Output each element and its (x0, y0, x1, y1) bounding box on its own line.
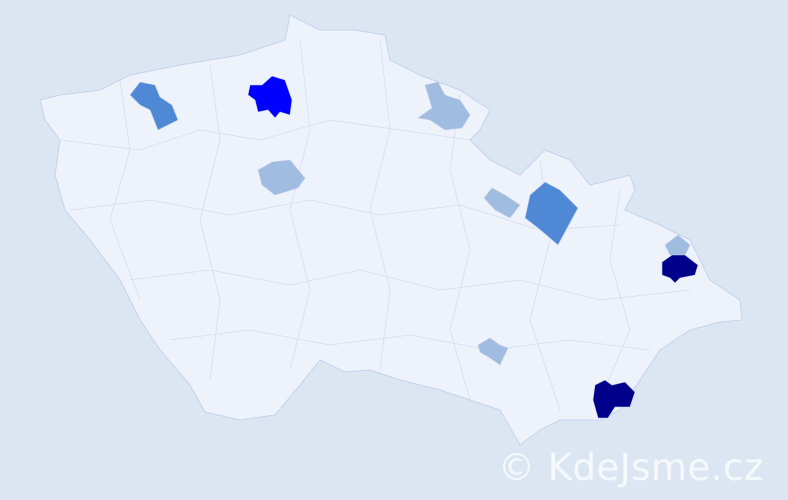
district-highlight[interactable] (477, 337, 509, 366)
district-borders (59, 39, 691, 411)
country-outline (39, 14, 743, 446)
district-highlight[interactable] (592, 379, 636, 419)
watermark: © KdeJsme.cz (498, 446, 764, 489)
district-highlight[interactable] (664, 234, 691, 256)
district-highlight[interactable] (257, 159, 306, 196)
district-highlight[interactable] (483, 187, 521, 219)
district-highlight[interactable] (661, 254, 699, 284)
district-highlight[interactable] (129, 81, 179, 131)
district-highlight[interactable] (524, 181, 579, 246)
highlighted-districts (129, 75, 699, 419)
district-highlight[interactable] (247, 75, 293, 119)
district-highlight[interactable] (417, 81, 471, 131)
